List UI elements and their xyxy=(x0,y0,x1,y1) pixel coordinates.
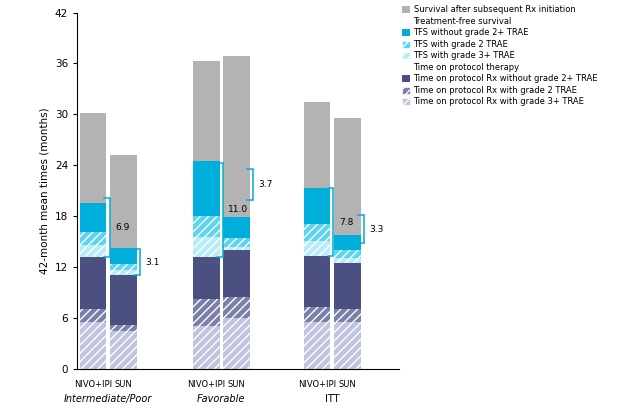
Bar xyxy=(334,258,361,263)
Bar xyxy=(80,257,107,309)
Bar xyxy=(223,250,249,297)
Bar xyxy=(334,235,361,250)
Text: Favorable: Favorable xyxy=(197,394,246,404)
Bar xyxy=(80,245,107,257)
Bar xyxy=(303,102,331,188)
Bar xyxy=(334,118,361,235)
Bar xyxy=(193,61,219,161)
Bar xyxy=(110,155,136,248)
Text: NIVO+IPI: NIVO+IPI xyxy=(187,380,225,389)
Bar xyxy=(223,297,249,318)
Text: 3.3: 3.3 xyxy=(369,225,384,234)
Text: 11.0: 11.0 xyxy=(228,205,248,214)
Bar xyxy=(193,299,219,326)
Bar xyxy=(303,256,331,307)
Bar xyxy=(223,318,249,369)
Bar xyxy=(223,238,249,247)
Text: 6.9: 6.9 xyxy=(115,223,130,232)
Bar xyxy=(193,326,219,369)
Bar xyxy=(223,56,249,217)
Bar xyxy=(303,322,331,369)
Bar xyxy=(193,257,219,299)
Bar xyxy=(193,161,219,216)
Bar xyxy=(334,309,361,322)
Text: SUN: SUN xyxy=(114,380,132,389)
Bar xyxy=(303,224,331,241)
Text: SUN: SUN xyxy=(338,380,356,389)
Text: Intermediate/Poor: Intermediate/Poor xyxy=(64,394,152,404)
Bar xyxy=(80,232,107,245)
Bar xyxy=(110,264,136,270)
Bar xyxy=(110,331,136,369)
Text: 3.7: 3.7 xyxy=(258,180,273,189)
Text: SUN: SUN xyxy=(228,380,245,389)
Y-axis label: 42-month mean times (months): 42-month mean times (months) xyxy=(39,107,50,274)
Text: 7.8: 7.8 xyxy=(340,217,354,227)
Bar xyxy=(334,263,361,309)
Bar xyxy=(80,202,107,232)
Bar xyxy=(303,241,331,256)
Bar xyxy=(334,250,361,258)
Bar xyxy=(223,217,249,238)
Bar xyxy=(193,216,219,237)
Bar xyxy=(223,247,249,250)
Text: ITT: ITT xyxy=(325,394,340,404)
Bar xyxy=(303,188,331,224)
Bar xyxy=(110,325,136,331)
Text: NIVO+IPI: NIVO+IPI xyxy=(298,380,336,389)
Bar xyxy=(110,275,136,325)
Bar xyxy=(80,114,107,202)
Bar xyxy=(110,270,136,275)
Text: NIVO+IPI: NIVO+IPI xyxy=(74,380,112,389)
Bar xyxy=(334,322,361,369)
Bar xyxy=(193,237,219,257)
Bar xyxy=(80,322,107,369)
Bar xyxy=(110,248,136,264)
Bar xyxy=(303,307,331,322)
Text: 3.1: 3.1 xyxy=(145,258,160,267)
Legend: Survival after subsequent Rx initiation, Treatment-free survival, TFS without gr: Survival after subsequent Rx initiation,… xyxy=(402,5,598,106)
Bar xyxy=(80,309,107,322)
